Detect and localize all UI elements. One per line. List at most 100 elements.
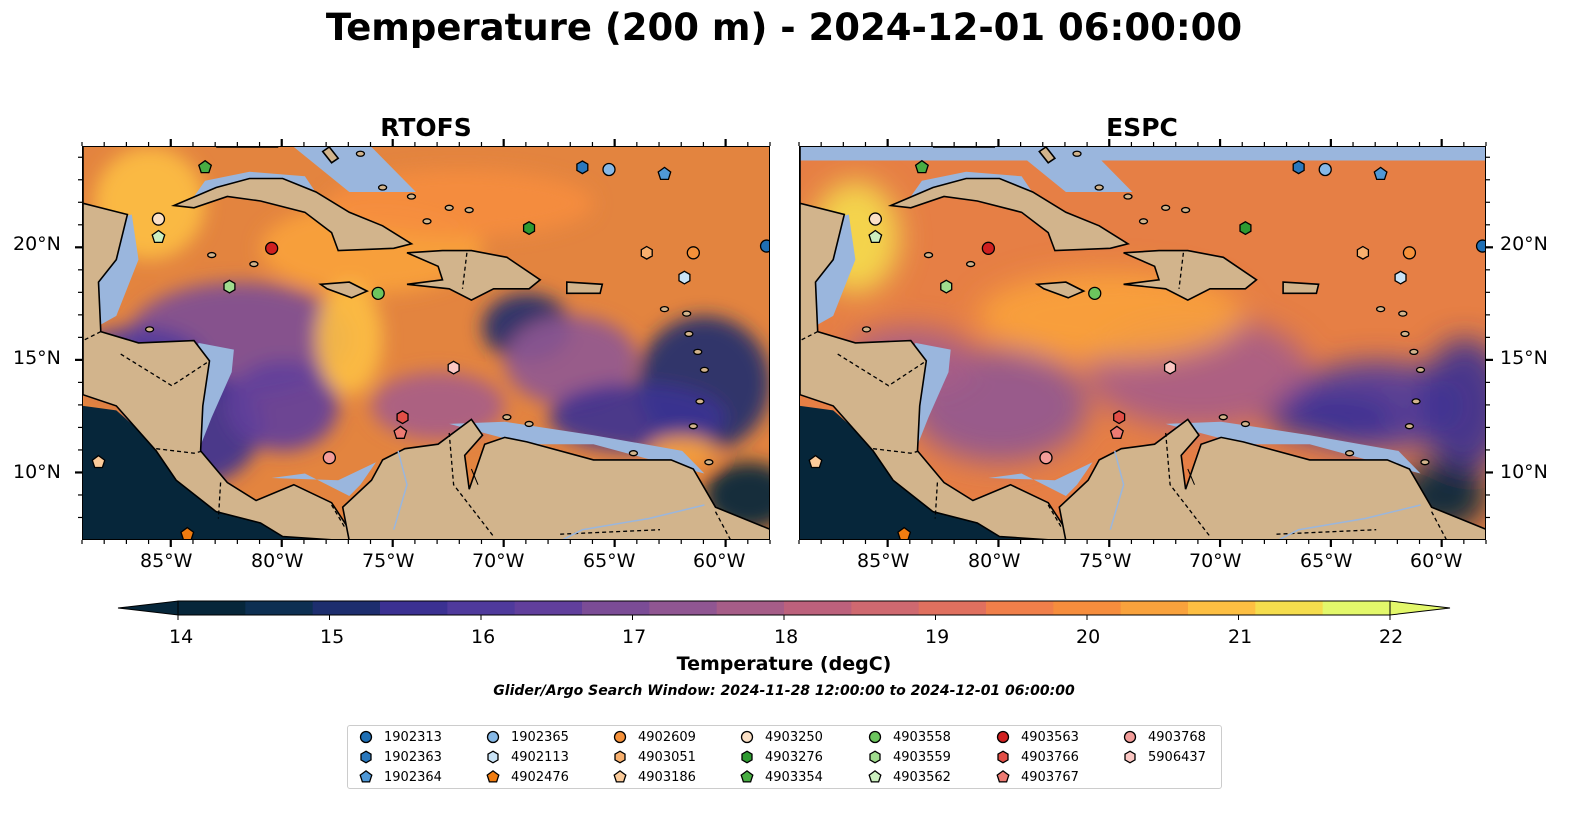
country-border <box>1431 511 1447 539</box>
legend-label: 4903766 <box>1021 749 1079 765</box>
land-hispaniola <box>406 249 542 301</box>
platform-marker <box>360 750 372 764</box>
legend-label: 4903562 <box>893 769 951 785</box>
legend-marker <box>1124 750 1136 764</box>
island <box>1180 206 1191 214</box>
island <box>422 218 432 225</box>
country-border <box>83 331 102 342</box>
country-border <box>156 448 203 454</box>
country-border <box>873 448 920 454</box>
platform-marker <box>1402 246 1417 260</box>
platform-marker <box>940 279 953 294</box>
platform-marker <box>740 730 754 744</box>
island <box>965 260 976 268</box>
platform-marker <box>1088 286 1102 300</box>
island <box>502 414 512 421</box>
platform-marker <box>522 221 536 236</box>
island <box>1375 305 1386 313</box>
legend-marker <box>359 730 373 744</box>
island <box>704 459 714 466</box>
colorbar-tick-label: 16 <box>471 626 496 648</box>
country-border <box>331 504 346 528</box>
legend-marker <box>486 730 500 744</box>
legend-entry: 4903250 <box>740 729 823 745</box>
island <box>1072 150 1082 157</box>
platform-marker <box>1109 425 1124 439</box>
legend-entry: 4902476 <box>486 769 569 785</box>
colorbar-segment <box>918 601 987 615</box>
colorbar-label: Temperature (degC) <box>676 653 892 675</box>
island <box>1404 423 1415 430</box>
colorbar-segment <box>1120 601 1189 615</box>
legend-label: 4903354 <box>765 769 823 785</box>
legend-label: 4903250 <box>765 729 823 745</box>
legend-label: 4903051 <box>638 749 696 765</box>
map-panel-espc[interactable] <box>799 146 1486 540</box>
platform-marker <box>602 162 616 177</box>
legend-label: 4902476 <box>511 769 569 785</box>
country-border <box>560 529 661 535</box>
legend-entry: 4903354 <box>740 769 823 785</box>
colorbar-segment <box>1053 601 1122 615</box>
island <box>1411 398 1421 405</box>
colorbar-tick-label: 14 <box>169 626 194 648</box>
island <box>1240 420 1251 428</box>
lon-tick-label: 70°W <box>1189 550 1242 572</box>
legend-label: 1902363 <box>384 749 442 765</box>
colorbar-segment <box>784 601 852 615</box>
platform-marker <box>1113 410 1126 425</box>
legend-label: 4903186 <box>638 769 696 785</box>
lon-tick-label: 70°W <box>472 550 525 572</box>
island <box>1400 330 1410 338</box>
island <box>464 206 474 214</box>
legend-marker <box>360 750 372 764</box>
legend-entry: 1902365 <box>486 729 569 745</box>
platform-marker <box>396 410 409 425</box>
legend-marker <box>613 770 627 783</box>
legend-label: 4902113 <box>511 749 569 765</box>
island <box>1123 193 1133 200</box>
missing-data-band <box>800 147 1485 161</box>
island <box>1138 218 1149 225</box>
colorbar-tick-label: 22 <box>1379 626 1404 648</box>
legend-marker <box>997 750 1009 764</box>
lon-tick-label: 60°W <box>693 550 746 572</box>
land-bahamas <box>321 147 340 164</box>
colorbar-segment <box>649 601 718 615</box>
legend-entry: 1902363 <box>359 749 442 765</box>
island <box>861 326 872 333</box>
lon-tick-label: 65°W <box>583 550 636 572</box>
lat-tick-label: 10°N <box>13 461 61 483</box>
island <box>249 260 259 268</box>
colorbar-segment <box>312 601 381 615</box>
legend-marker <box>741 750 753 764</box>
platform-marker <box>914 159 929 174</box>
lat-tick-label: 10°N <box>1500 461 1548 483</box>
land-hispaniola <box>1123 249 1258 301</box>
platform-marker <box>1356 245 1370 260</box>
lat-tick-label: 15°N <box>1500 347 1548 369</box>
legend-label: 4903768 <box>1148 729 1206 745</box>
island <box>1415 366 1426 374</box>
island <box>1094 184 1104 191</box>
platform-marker <box>151 229 166 244</box>
lake-maracaibo <box>1187 468 1195 485</box>
lake-maracaibo <box>470 468 479 485</box>
platform-marker <box>322 451 336 465</box>
continental-shelf <box>1165 421 1421 474</box>
land-south-america <box>1058 418 1485 539</box>
colorbar-extend-low <box>117 600 179 616</box>
colorbar <box>117 600 1451 620</box>
legend-marker <box>486 770 500 783</box>
platform-marker <box>613 730 627 744</box>
map-panel-rtofs[interactable] <box>82 146 770 540</box>
legend-entry: 4903558 <box>868 729 951 745</box>
colorbar-segment <box>447 601 516 615</box>
island <box>1344 450 1355 457</box>
island <box>684 330 694 338</box>
platform-marker <box>1292 160 1305 175</box>
island <box>207 251 217 259</box>
platform-marker <box>897 526 912 539</box>
legend-entry: 4903767 <box>996 769 1079 785</box>
platform-marker <box>996 730 1010 744</box>
